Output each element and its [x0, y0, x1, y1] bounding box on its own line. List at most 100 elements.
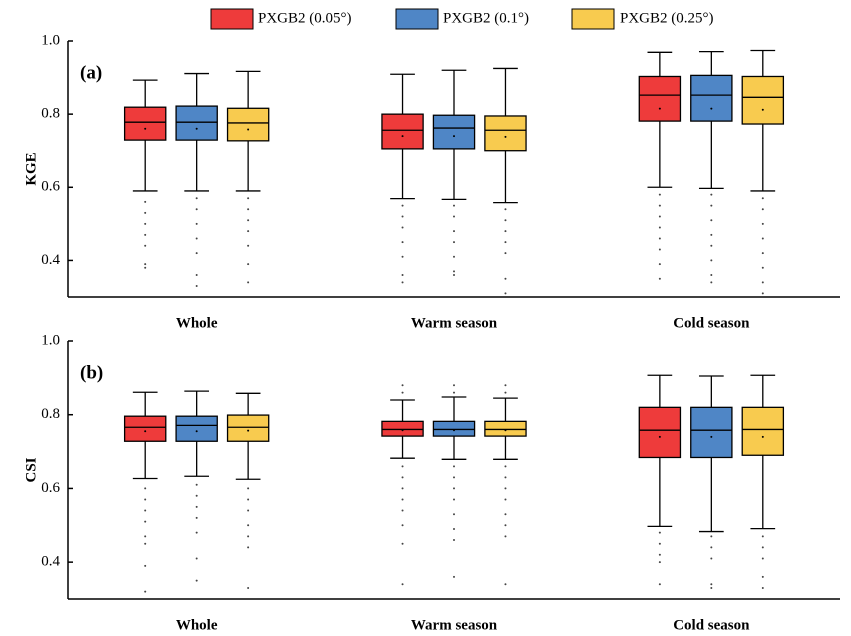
- y-tick-label: 0.8: [41, 106, 60, 122]
- box: [741, 75, 785, 125]
- whisker-high: [750, 374, 776, 408]
- whisker-low: [441, 148, 467, 201]
- outlier: [710, 583, 713, 586]
- legend-label: PXGB2 (0.1°): [443, 10, 529, 26]
- outlier: [144, 222, 147, 225]
- outlier: [195, 579, 198, 582]
- whisker-low: [493, 150, 518, 204]
- outlier: [504, 498, 507, 501]
- outlier: [401, 509, 404, 512]
- mean-dot: [761, 435, 764, 438]
- outlier: [144, 498, 147, 501]
- y-tick-label: 0.6: [41, 480, 60, 496]
- outlier: [658, 583, 661, 586]
- y-axis-label: CSI: [23, 457, 39, 482]
- outlier: [761, 557, 764, 560]
- outlier: [247, 263, 250, 266]
- whisker-low: [698, 121, 724, 190]
- box: [175, 415, 218, 442]
- legend-label: PXGB2 (0.25°): [620, 10, 714, 26]
- whisker-low: [750, 455, 776, 530]
- outlier: [144, 211, 147, 214]
- outlier: [401, 524, 404, 527]
- x-tick-label: Whole: [176, 315, 218, 331]
- outlier: [453, 255, 455, 258]
- box: [432, 114, 476, 150]
- whisker-high: [493, 67, 518, 116]
- outlier: [761, 292, 764, 295]
- outlier: [658, 263, 661, 266]
- x-tick-label: Cold season: [673, 617, 750, 633]
- outlier: [453, 575, 455, 578]
- outlier: [453, 487, 455, 490]
- outlier: [710, 259, 713, 262]
- whisker-low: [647, 121, 673, 188]
- outlier: [658, 531, 661, 534]
- outlier: [195, 197, 198, 200]
- outlier: [710, 193, 713, 196]
- outlier: [144, 266, 147, 269]
- whisker-low: [390, 436, 415, 459]
- mean-dot: [761, 108, 764, 111]
- y-tick-label: 0.4: [41, 252, 60, 268]
- legend-swatch: [395, 8, 439, 30]
- outlier: [247, 219, 250, 222]
- panel-label: (b): [80, 362, 103, 383]
- outlier: [504, 252, 507, 255]
- outlier: [504, 524, 507, 527]
- outlier: [401, 476, 404, 479]
- outlier: [247, 281, 250, 284]
- box: [226, 414, 270, 442]
- outlier: [195, 285, 198, 288]
- outlier: [504, 384, 507, 387]
- legend-swatch: [210, 8, 254, 30]
- outlier: [504, 292, 507, 295]
- whisker-low: [235, 441, 261, 480]
- outlier: [247, 546, 250, 549]
- mean-dot: [144, 127, 147, 130]
- outlier: [504, 535, 507, 538]
- outlier: [144, 520, 147, 523]
- whisker-high: [390, 73, 415, 115]
- outlier: [761, 197, 764, 200]
- outlier: [761, 281, 764, 284]
- x-tick-label: Warm season: [411, 315, 498, 331]
- outlier: [710, 557, 713, 560]
- outlier: [504, 230, 507, 233]
- outlier: [710, 586, 713, 589]
- outlier: [144, 509, 147, 512]
- y-tick-label: 1.0: [41, 32, 60, 48]
- mean-dot: [401, 429, 404, 432]
- box: [484, 420, 527, 437]
- outlier: [453, 465, 455, 468]
- outlier: [710, 219, 713, 222]
- outlier: [453, 274, 455, 277]
- box: [638, 75, 682, 122]
- outlier: [504, 391, 507, 394]
- outlier: [144, 564, 147, 567]
- outlier: [247, 230, 250, 233]
- outlier: [504, 277, 507, 280]
- x-tick-label: Warm season: [411, 617, 498, 633]
- y-tick-label: 0.6: [41, 179, 60, 195]
- box: [741, 406, 785, 456]
- outlier: [247, 208, 250, 211]
- whisker-low: [184, 441, 210, 477]
- outlier: [453, 391, 455, 394]
- mean-dot: [144, 430, 147, 433]
- outlier: [401, 281, 404, 284]
- outlier: [453, 498, 455, 501]
- outlier: [710, 535, 713, 538]
- whisker-high: [132, 391, 158, 417]
- whisker-low: [235, 140, 261, 192]
- outlier: [401, 583, 404, 586]
- outlier: [710, 546, 713, 549]
- whisker-high: [235, 70, 261, 109]
- outlier: [195, 494, 198, 497]
- whisker-high: [441, 69, 467, 116]
- outlier: [401, 542, 404, 545]
- outlier: [453, 215, 455, 218]
- whisker-low: [647, 457, 673, 528]
- outlier: [658, 248, 661, 251]
